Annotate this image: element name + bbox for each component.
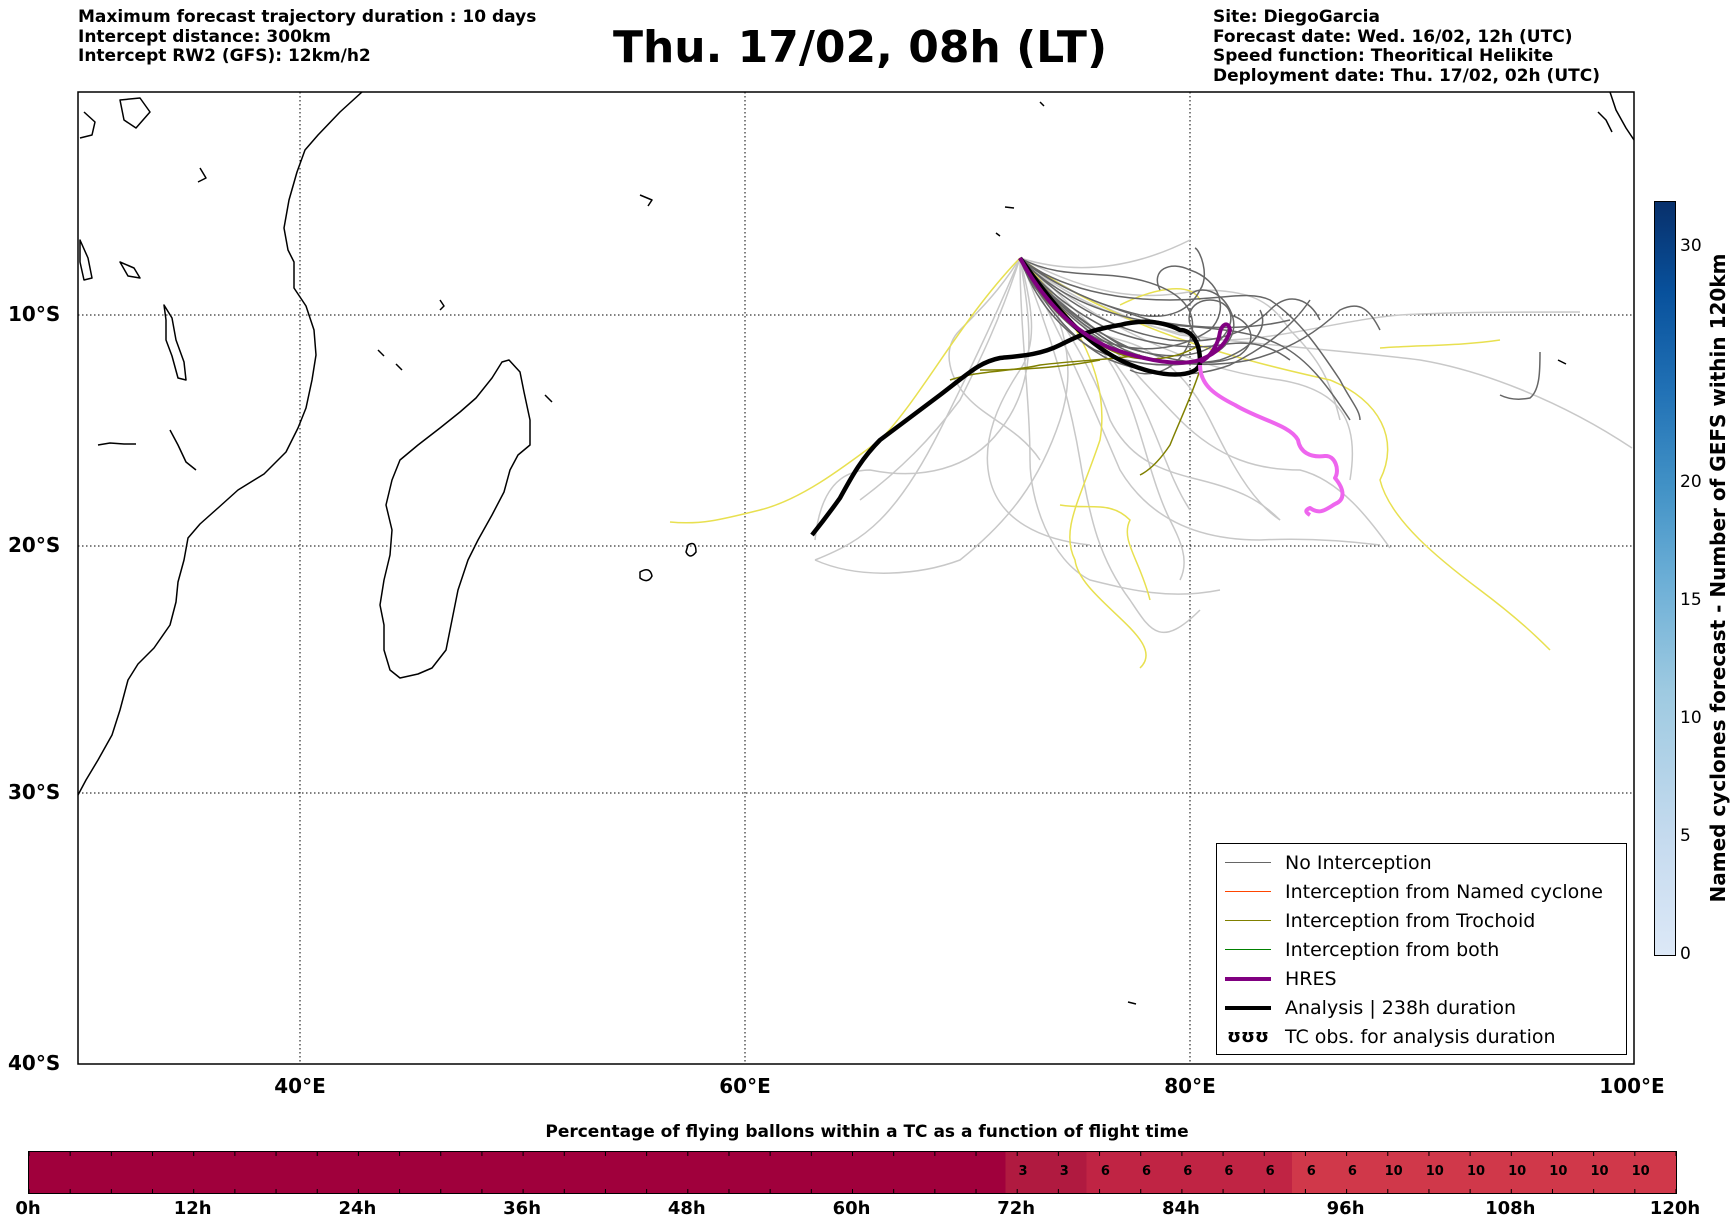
legend-item-tc-obs: ʊʊʊ TC obs. for analysis duration [1225,1022,1556,1051]
colorbar-tick-5: 5 [1680,826,1691,846]
forecast-parameters: Maximum forecast trajectory duration : 1… [78,7,537,67]
lat-label-30s: 30°S [8,780,61,804]
colorbar-tick-20: 20 [1680,472,1702,492]
legend-label: HRES [1285,967,1337,990]
forecast-date: Forecast date: Wed. 16/02, 12h (UTC) [1213,26,1573,47]
flight-time-tick-label: 72h [997,1198,1036,1219]
flight-time-cell-value: 6 [1265,1164,1275,1179]
flight-time-cell-value: 6 [1183,1164,1193,1179]
legend-item-both: Interception from both [1225,935,1499,964]
flight-time-cell-value: 6 [1142,1164,1152,1179]
legend-item-analysis: Analysis | 238h duration [1225,993,1516,1022]
analysis-track [810,256,1203,537]
legend-item-no-interception: No Interception [1225,848,1432,877]
colorbar-tick-0: 0 [1680,944,1691,964]
legend-label: Interception from Trochoid [1285,909,1536,932]
legend-label: No Interception [1285,851,1432,874]
legend-label: Interception from Named cyclone [1285,880,1603,903]
colorbar-minor-ticks [29,1152,1676,1193]
colorbar-tick-10: 10 [1680,708,1702,728]
legend-label: Interception from both [1285,938,1500,961]
flight-time-cell-value: 3 [1018,1164,1028,1179]
tc-obs-glyph: ʊʊʊ [1227,1026,1269,1047]
flight-time-tick-label: 108h [1485,1198,1536,1219]
colorbar-vertical-label: Named cyclones forecast - Number of GEFS… [1706,253,1730,903]
flight-time-cell-value: 3 [1059,1164,1069,1179]
lat-label-20s: 20°S [8,533,61,557]
flight-time-cell-value: 10 [1549,1164,1568,1179]
colorbar-tick-15: 15 [1680,590,1702,610]
map-frame [77,91,1635,1065]
lat-label-40s: 40°S [8,1051,61,1075]
ensemble-members-faint [814,239,1633,633]
flight-time-tick-label: 120h [1649,1198,1701,1219]
legend-swatch [1225,949,1271,950]
legend-item-named-cyclone: Interception from Named cyclone [1225,877,1603,906]
lon-label-100e: 100°E [1599,1074,1665,1098]
flight-time-tick-label: 60h [832,1198,871,1219]
legend-swatch [1225,976,1271,981]
flight-time-cell-value: 10 [1466,1164,1486,1179]
flight-time-cell-value: 10 [1384,1164,1403,1179]
site-name: Site: DiegoGarcia [1213,7,1380,27]
flight-time-colorbar [28,1151,1677,1194]
hres-tail-track [1198,364,1345,517]
colorbar-tick-30: 30 [1680,236,1702,256]
legend-label: Analysis | 238h duration [1285,996,1517,1019]
legend-swatch [1225,891,1271,892]
flight-time-cell-value: 6 [1347,1164,1357,1179]
flight-time-cell-value: 6 [1306,1164,1316,1179]
flight-time-tick-label: 24h [338,1198,377,1219]
param-intercept-distance: Intercept distance: 300km [78,26,331,47]
lon-label-60e: 60°E [719,1074,771,1098]
lon-label-40e: 40°E [274,1074,326,1098]
coastlines [78,92,1634,1005]
map-gridlines [78,92,1634,1064]
flight-time-tick-label: 84h [1161,1198,1200,1219]
legend-item-trochoid: Interception from Trochoid [1225,906,1535,935]
flight-time-cell-value: 6 [1224,1164,1234,1179]
flight-time-cell-value: 6 [1100,1164,1110,1179]
legend-label: TC obs. for analysis duration [1285,1025,1556,1048]
flight-time-tick-label: 48h [667,1198,706,1219]
site-info: Site: DiegoGarcia Forecast date: Wed. 16… [1213,7,1600,86]
cyclone-count-colorbar [1654,201,1676,956]
flight-time-cell-value: 10 [1590,1164,1609,1179]
legend-swatch [1225,920,1271,921]
lon-label-80e: 80°E [1164,1074,1216,1098]
flight-time-tick-label: 36h [503,1198,542,1219]
flight-time-tick-label: 0h [15,1198,41,1219]
ensemble-members-yellow [669,257,1551,669]
param-intercept-rw2: Intercept RW2 (GFS): 12km/h2 [78,46,371,66]
flight-time-cell-value: 10 [1508,1164,1527,1179]
lat-label-10s: 10°S [8,302,61,326]
flight-time-cell-value: 10 [1425,1164,1444,1179]
flight-time-cell-value: 10 [1631,1164,1650,1179]
deployment-date: Deployment date: Thu. 17/02, 02h (UTC) [1213,65,1600,86]
legend-swatch [1225,1005,1271,1010]
map-title: Thu. 17/02, 08h (LT) [612,22,1108,73]
flight-time-colorbar-title: Percentage of flying ballons within a TC… [545,1122,1189,1142]
speed-function: Speed function: Theoritical Helikite [1213,46,1554,66]
legend-swatch [1225,862,1271,863]
hres-track [1018,257,1232,365]
param-duration: Maximum forecast trajectory duration : 1… [78,7,537,27]
flight-time-tick-label: 12h [173,1198,212,1219]
legend-item-hres: HRES [1225,964,1337,993]
flight-time-tick-label: 96h [1326,1198,1365,1219]
map-legend: No Interception Interception from Named … [1216,843,1627,1055]
